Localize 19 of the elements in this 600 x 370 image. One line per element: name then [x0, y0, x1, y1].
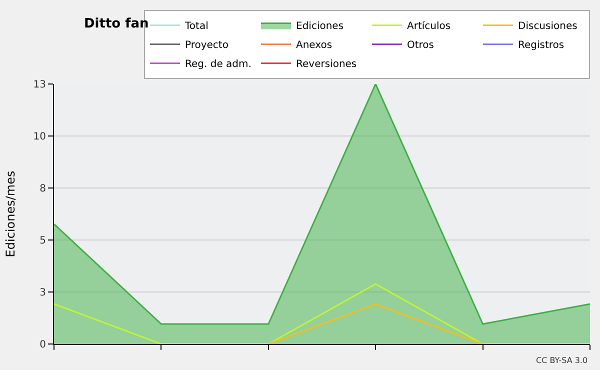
- legend-label: Otros: [407, 40, 434, 52]
- legend-label: Anexos: [296, 40, 332, 52]
- legend-label: Ediciones: [296, 21, 344, 32]
- legend-label: Reg. de adm.: [185, 59, 252, 70]
- legend-label: Proyecto: [185, 40, 228, 52]
- y-tick-label: 0: [40, 340, 46, 350]
- legend-label: Artículos: [407, 21, 451, 32]
- y-tick-label: 3: [40, 288, 46, 298]
- legend-label: Discusiones: [518, 21, 578, 32]
- y-tick-label: 8: [40, 184, 46, 194]
- text: CC BY-SA 3.0: [536, 356, 588, 365]
- legend-label: Reversiones: [296, 59, 357, 70]
- legend-label: Registros: [518, 40, 564, 52]
- y-axis-title: Ediciones/mes: [4, 170, 18, 258]
- y-tick-label: 13: [33, 80, 46, 90]
- chart-title: Ditto fan: [84, 16, 149, 32]
- legend-label: Total: [184, 21, 208, 32]
- y-tick-label: 5: [40, 236, 46, 246]
- y-tick-label: 10: [33, 132, 46, 142]
